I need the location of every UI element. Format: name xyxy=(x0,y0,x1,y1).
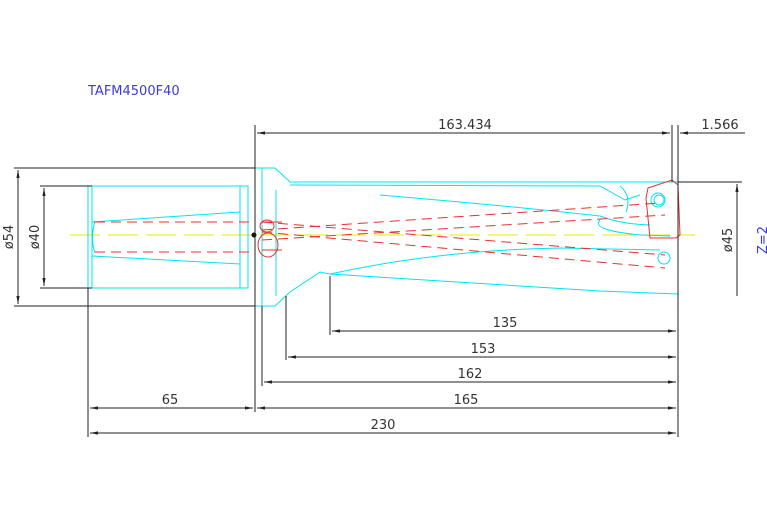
dimension-lines xyxy=(14,125,745,437)
dim-shank-diameter: ø40 xyxy=(28,225,43,250)
dim-cutting-diameter: ø45 xyxy=(721,228,736,253)
shank-outline xyxy=(87,185,249,289)
dim-153: 153 xyxy=(471,342,496,357)
dim-tip-length: 1.566 xyxy=(701,118,738,133)
insert xyxy=(645,179,681,239)
dim-flute-length: 163.434 xyxy=(438,118,492,133)
coolant-hidden-lines xyxy=(257,202,666,269)
dim-162: 162 xyxy=(458,367,483,382)
dim-shank-length: 65 xyxy=(162,393,179,408)
body-outline xyxy=(255,167,679,307)
dim-total-length: 230 xyxy=(371,418,396,433)
drawing-title: TAFM4500F40 xyxy=(87,84,180,99)
flutes-label: Z=2 xyxy=(756,226,767,254)
dim-135: 135 xyxy=(493,316,518,331)
shank-hidden-bore xyxy=(95,221,255,253)
origin-point xyxy=(251,232,257,238)
dim-shank-outer-diameter: ø54 xyxy=(2,225,17,250)
dim-body-length: 165 xyxy=(454,393,479,408)
